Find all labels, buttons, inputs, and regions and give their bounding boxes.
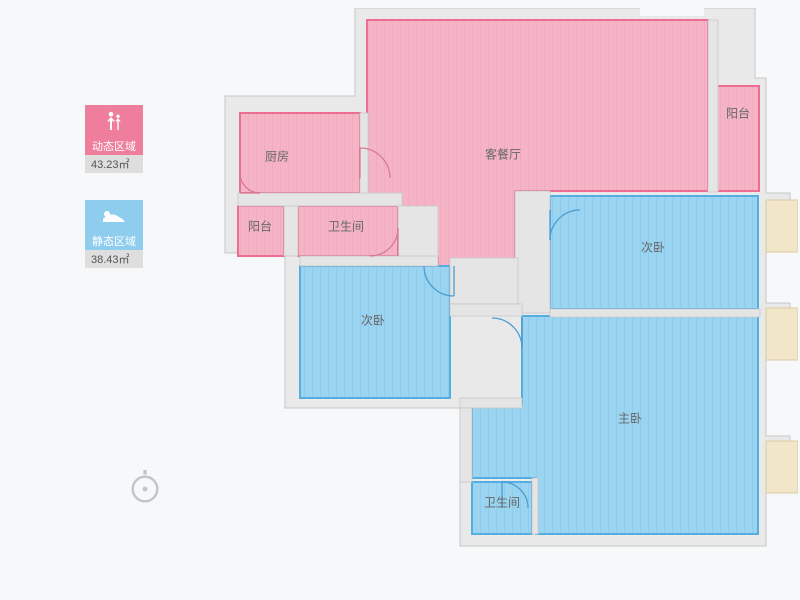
family-icon (102, 111, 126, 131)
room-balcony-small (238, 206, 284, 256)
legend-static-label: 静态区域 (85, 232, 143, 250)
room-bath-upper (298, 206, 398, 256)
legend-dynamic: 动态区域 43.23㎡ (85, 105, 143, 173)
floor-plan (200, 8, 798, 573)
compass-icon (130, 470, 160, 509)
legend-static-value: 38.43㎡ (85, 250, 143, 268)
legend-static: 静态区域 38.43㎡ (85, 200, 143, 268)
room-bedroom2-lower (300, 266, 450, 398)
room-balcony-right (717, 86, 759, 191)
room-bedroom2-upper (550, 196, 758, 309)
room-kitchen (240, 113, 360, 193)
legend-static-swatch (85, 200, 143, 232)
legend-dynamic-swatch (85, 105, 143, 137)
legend-dynamic-value: 43.23㎡ (85, 155, 143, 173)
legend-dynamic-label: 动态区域 (85, 137, 143, 155)
sleeper-icon (101, 208, 127, 224)
